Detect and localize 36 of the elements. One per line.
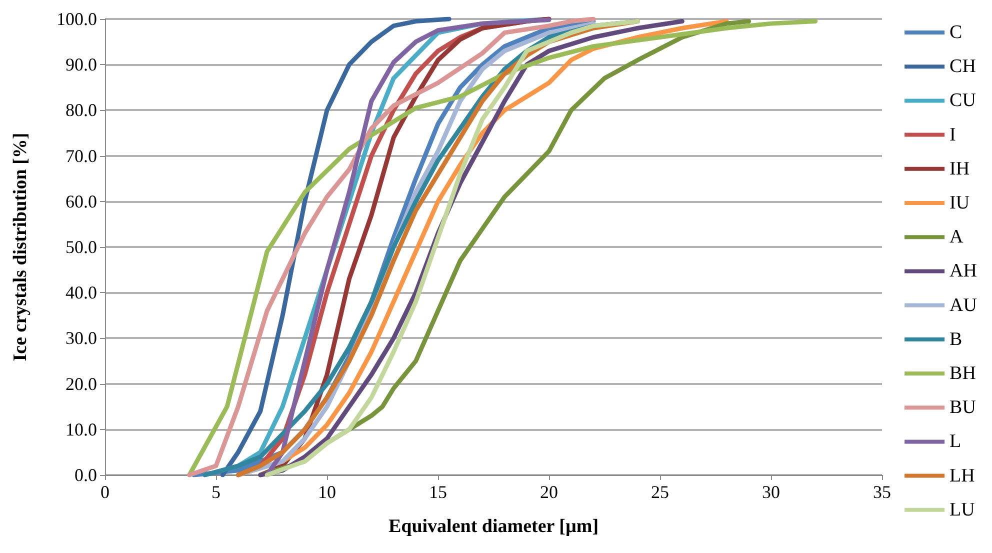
y-tick-label: 40.0 [66,282,97,303]
y-tick-label: 10.0 [66,419,97,440]
x-tick-label: 35 [873,482,891,502]
legend-label: AH [950,260,978,282]
y-tick-label: 70.0 [66,146,97,166]
x-axis-title: Equivalent diameter [µm] [388,516,599,537]
x-tick-label: 5 [212,482,220,502]
legend-label: LH [950,465,976,486]
legend-label: B [950,328,962,350]
legend-label: IU [950,192,970,214]
x-tick-label: 15 [429,482,447,502]
legend-label: I [950,124,956,146]
legend-label: CH [950,56,976,78]
legend-label: AU [950,294,978,316]
y-tick-label: 30.0 [66,328,97,348]
x-tick-label: 20 [540,482,558,502]
legend-label: BU [950,397,976,418]
x-tick-label: 0 [100,482,110,502]
y-tick-label: 60.0 [66,191,97,212]
y-tick-label: 0.0 [74,465,97,485]
y-tick-label: 20.0 [66,374,97,394]
legend-label: L [950,431,962,452]
legend-label: BH [950,363,976,384]
y-tick-label: 90.0 [66,54,97,75]
x-tick-label: 25 [651,482,669,502]
y-axis-title: Ice crystals distribution [%] [10,132,31,362]
legend-label: C [950,22,962,43]
y-tick-label: 50.0 [66,237,97,257]
legend-label: IH [950,158,970,180]
legend-label: A [950,226,964,248]
legend-label: CU [950,90,976,112]
x-tick-label: 30 [762,482,780,502]
y-tick-label: 100.0 [56,9,97,29]
x-tick-label: 10 [318,482,336,502]
y-tick-label: 80.0 [66,100,97,120]
legend-label: LU [950,499,976,520]
